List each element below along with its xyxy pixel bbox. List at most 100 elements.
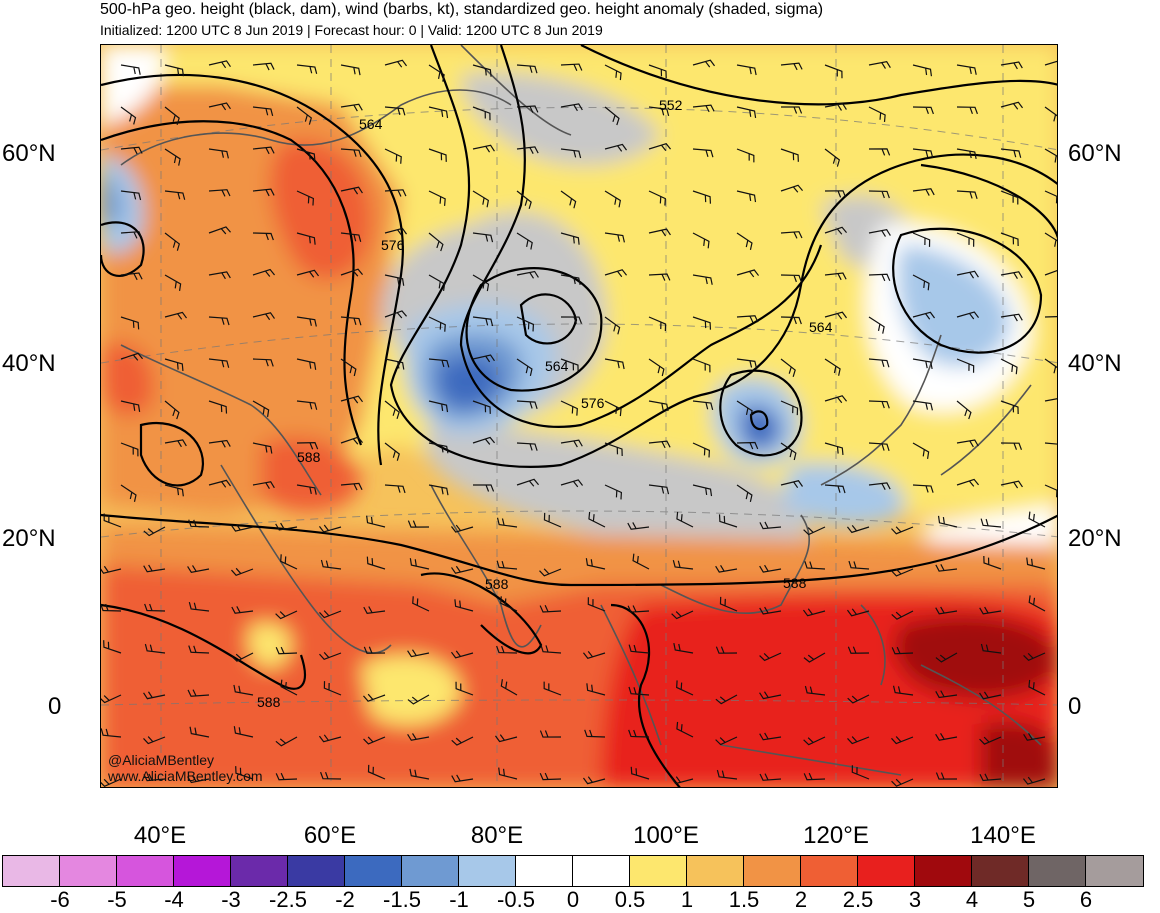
wind-barb [956,439,979,448]
wind-barb [252,232,274,241]
wind-barb [1000,101,1024,110]
wind-barb [604,106,620,126]
wind-barb [340,64,361,76]
wind-barb [980,643,1002,654]
wind-barb [780,358,796,377]
wind-barb [1000,442,1023,450]
wind-barb [1028,679,1046,696]
wind-barb [847,694,870,704]
wind-barb [208,60,231,69]
wind-barb [692,232,710,249]
wind-barb [231,567,254,576]
wind-barb [780,106,803,114]
wind-barb [560,274,581,285]
wind-barb [868,316,885,334]
wind-barb [428,316,446,332]
wind-barb [692,59,716,68]
wind-barb [979,691,1002,700]
wind-barb [296,484,317,495]
wind-barb [912,311,936,320]
wind-barb [604,358,625,370]
wind-barb [252,268,276,277]
wind-barb [560,358,579,373]
wind-barb [428,400,449,413]
wind-barb [252,188,275,197]
wind-barb [868,358,890,368]
wind-barb [736,441,759,450]
wind-barb [539,568,562,577]
wind-barb [824,311,848,320]
wind-barb [979,736,1002,745]
wind-barb [1044,60,1057,66]
wind-barb [560,316,583,324]
wind-barb [604,190,621,208]
wind-barb [472,400,491,414]
colorbar-swatch [915,856,972,886]
wind-barb [472,190,490,208]
wind-barb [231,606,254,614]
wind-barb [252,146,275,155]
wind-barb [252,106,274,117]
contour-label: 588 [297,449,321,465]
wind-barb [543,512,562,528]
wind-barb [340,186,363,195]
wind-barb [455,681,474,696]
wind-barb [384,274,405,286]
wind-barb [516,232,533,250]
wind-barb [759,773,782,781]
wind-barb [935,564,958,572]
wind-barb [956,400,972,420]
wind-barb [630,766,650,780]
wind-barb [498,767,518,780]
colorbar-swatch [1086,856,1143,886]
wind-barb [803,526,826,536]
wind-barb [472,354,495,363]
wind-barb [340,268,364,277]
wind-barb [120,146,143,155]
wind-barb [891,646,914,655]
wind-barb [1000,358,1018,375]
wind-barb [252,442,273,454]
colorbar-label: 5 [1022,887,1036,912]
wind-barb [340,148,362,158]
wind-barb [1044,106,1057,122]
wind-barb [692,274,713,285]
wind-barb [208,316,230,326]
wind-barb [803,652,826,663]
wind-barb [780,442,797,461]
wind-barb [144,643,166,654]
wind-barb [804,561,826,570]
wind-barb [539,772,562,781]
wind-barb [891,526,914,535]
lat-label-20n-left: 20°N [2,525,56,552]
wind-barb [407,694,430,705]
lat-label-40n-right: 40°N [1068,350,1122,377]
wind-barb [627,605,650,613]
wind-barb [516,316,535,332]
wind-barb [187,689,210,697]
wind-barb [868,482,891,490]
wind-barb [824,148,841,167]
wind-barb [188,645,210,654]
wind-barb [384,442,400,461]
wind-barb [143,736,166,745]
wind-barb [516,358,533,377]
wind-barb [891,568,914,577]
colorbar-swatch [402,856,459,886]
wind-barb [956,190,978,199]
wind-barb [450,524,474,533]
wind-barb [319,651,342,661]
colorbar-swatch [60,856,117,886]
wind-barb [384,400,400,420]
wind-barb [692,190,712,204]
colorbar-swatch [117,856,174,886]
wind-barb [208,189,231,197]
wind-barb [824,190,847,198]
wind-barb [540,644,562,654]
wind-barb [120,64,141,75]
wind-barb [384,227,408,236]
wind-barb [648,273,671,281]
wind-barb [736,269,760,278]
lon-label-140e: 140°E [970,822,1036,849]
colorbar-label: 4 [965,887,979,912]
